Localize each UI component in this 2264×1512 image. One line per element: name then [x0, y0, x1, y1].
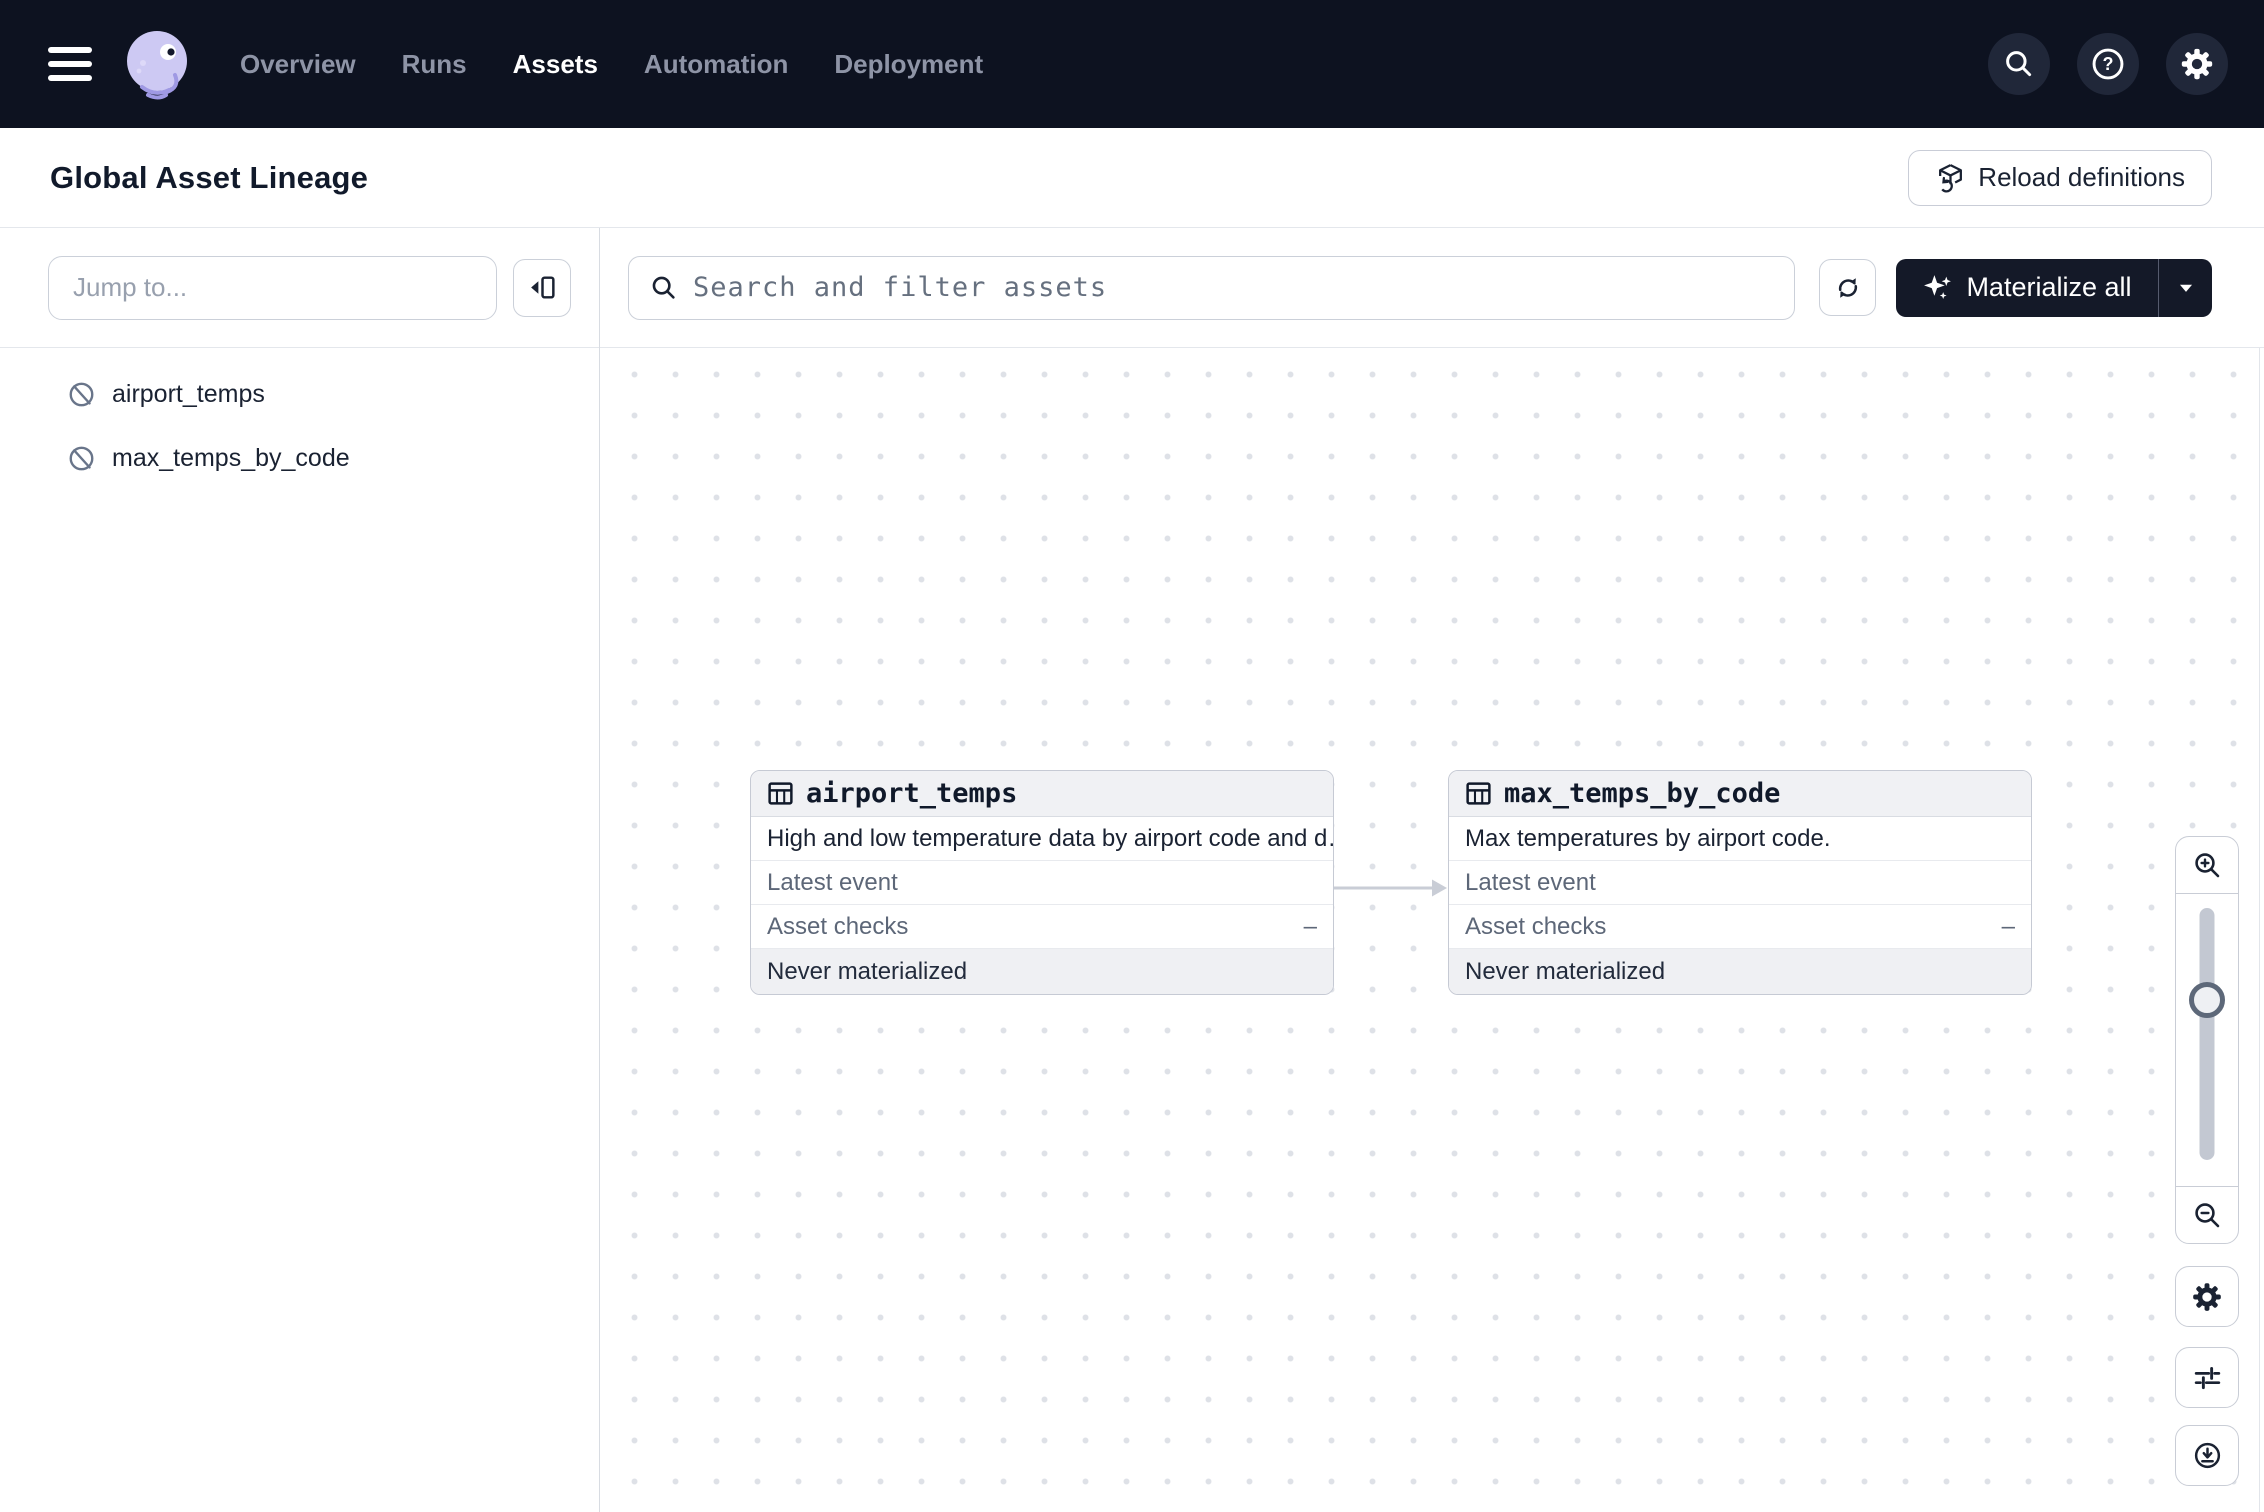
zoom-out-icon: [2195, 1203, 2220, 1228]
never-materialized-icon: [69, 446, 94, 470]
asset-node-title: airport_temps: [806, 778, 1018, 809]
nav-item-automation[interactable]: Automation: [643, 48, 789, 79]
materialization-status: Never materialized: [1449, 949, 2031, 994]
zoom-slider[interactable]: [2176, 894, 2238, 1186]
dagster-logo-icon[interactable]: [118, 25, 196, 103]
page-title: Global Asset Lineage: [50, 159, 369, 195]
reload-definitions-button[interactable]: Reload definitions: [1908, 149, 2212, 206]
svg-text:?: ?: [2103, 54, 2114, 74]
asset-search-box[interactable]: [628, 255, 1796, 320]
caret-down-icon: [2179, 284, 2192, 292]
materialization-status: Never materialized: [751, 949, 1333, 994]
asset-node-airport-temps[interactable]: airport_temps High and low temperature d…: [750, 770, 1334, 995]
asset-node-max-temps-by-code[interactable]: max_temps_by_code Max temperatures by ai…: [1448, 770, 2032, 995]
collapse-sidebar-button[interactable]: [513, 258, 571, 317]
help-icon: ?: [2092, 48, 2124, 80]
latest-event-label: Latest event: [767, 868, 898, 896]
lineage-canvas[interactable]: airport_temps High and low temperature d…: [600, 348, 2264, 1512]
latest-event-row: Latest event: [1449, 861, 2031, 905]
search-icon: [2006, 51, 2032, 77]
asset-name: max_temps_by_code: [112, 443, 350, 472]
zoom-slider-thumb[interactable]: [2189, 982, 2225, 1018]
asset-search-input[interactable]: [693, 272, 1775, 303]
refresh-icon: [1838, 277, 1857, 298]
asset-checks-value: –: [2001, 912, 2015, 940]
asset-description: Max temperatures by airport code.: [1449, 817, 2031, 861]
materialize-all-button[interactable]: Materialize all: [1896, 259, 2157, 317]
page-header: Global Asset Lineage Reload definitions: [0, 128, 2264, 228]
table-icon: [768, 782, 793, 805]
asset-sidebar: airport_temps max_temps_by_code: [0, 228, 600, 1512]
zoom-control-group: [2175, 836, 2239, 1244]
split-button-divider: [2157, 258, 2159, 317]
asset-node-title: max_temps_by_code: [1504, 778, 1781, 809]
table-icon: [1466, 782, 1491, 805]
search-button[interactable]: [1988, 33, 2050, 95]
graph-filters-button[interactable]: [2175, 1347, 2239, 1408]
asset-list-item-max-temps-by-code[interactable]: max_temps_by_code: [0, 426, 599, 490]
graph-settings-button[interactable]: [2175, 1266, 2239, 1327]
search-icon: [652, 276, 675, 299]
refresh-button[interactable]: [1819, 259, 1877, 316]
primary-nav: Overview Runs Assets Automation Deployme…: [240, 49, 983, 80]
sidebar-toolbar: [0, 228, 599, 348]
canvas-right-gutter: [2259, 348, 2264, 1512]
download-icon: [2194, 1442, 2220, 1469]
asset-node-header: airport_temps: [751, 771, 1333, 817]
top-nav: Overview Runs Assets Automation Deployme…: [0, 0, 2264, 128]
gear-icon: [2181, 48, 2213, 80]
asset-list: airport_temps max_temps_by_code: [0, 348, 599, 490]
materialize-all-split-button: Materialize all: [1896, 258, 2212, 317]
asset-checks-row: Asset checks –: [1449, 905, 2031, 949]
download-image-button[interactable]: [2175, 1425, 2239, 1486]
materialize-all-label: Materialize all: [1966, 272, 2132, 302]
asset-description: High and low temperature data by airport…: [751, 817, 1333, 861]
hamburger-menu-icon[interactable]: [48, 47, 92, 81]
asset-checks-label: Asset checks: [767, 912, 909, 940]
jump-to-input[interactable]: [48, 255, 497, 320]
zoom-in-icon: [2195, 853, 2220, 878]
tune-sliders-icon: [2194, 1366, 2220, 1390]
latest-event-label: Latest event: [1465, 868, 1596, 896]
nav-item-runs[interactable]: Runs: [401, 48, 467, 79]
panel-collapse-icon: [530, 276, 555, 299]
lineage-main: Materialize all: [600, 228, 2264, 1512]
zoom-out-button[interactable]: [2176, 1186, 2238, 1243]
asset-checks-value: –: [1303, 912, 1317, 940]
gear-icon: [2193, 1282, 2221, 1311]
help-button[interactable]: ?: [2077, 33, 2139, 95]
canvas-right-border: [2258, 348, 2260, 1512]
zoom-slider-track[interactable]: [2199, 908, 2215, 1160]
nav-item-assets[interactable]: Assets: [512, 48, 598, 79]
asset-checks-row: Asset checks –: [751, 905, 1333, 949]
nav-item-deployment[interactable]: Deployment: [834, 48, 984, 79]
user-settings-button[interactable]: [2166, 33, 2228, 95]
sparkle-icon: [1924, 275, 1952, 299]
zoom-in-button[interactable]: [2176, 837, 2238, 894]
asset-name: airport_temps: [112, 379, 265, 408]
lineage-toolbar: Materialize all: [600, 228, 2264, 348]
asset-checks-label: Asset checks: [1465, 912, 1607, 940]
nav-item-overview[interactable]: Overview: [240, 48, 356, 79]
lineage-edge: [1327, 879, 1447, 897]
asset-node-header: max_temps_by_code: [1449, 771, 2031, 817]
never-materialized-icon: [69, 382, 94, 406]
materialize-options-button[interactable]: [2159, 259, 2212, 317]
latest-event-row: Latest event: [751, 861, 1333, 905]
reload-definitions-label: Reload definitions: [1978, 162, 2185, 192]
asset-list-item-airport-temps[interactable]: airport_temps: [0, 362, 599, 426]
reload-definitions-icon: [1939, 164, 1963, 193]
